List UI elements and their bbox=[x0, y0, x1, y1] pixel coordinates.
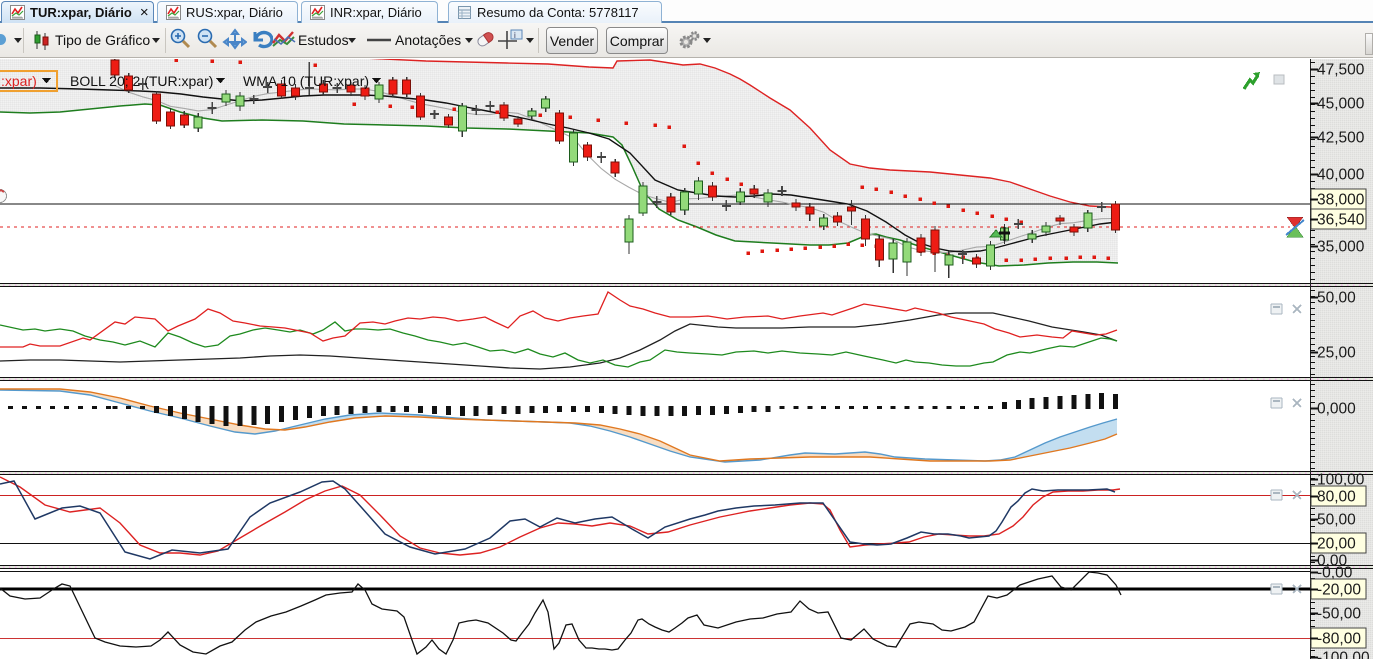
svg-text:-0,00: -0,00 bbox=[1317, 565, 1353, 582]
svg-text:38,000: 38,000 bbox=[1317, 192, 1365, 209]
svg-text:0,000: 0,000 bbox=[1317, 401, 1356, 418]
svg-text:47,500: 47,500 bbox=[1317, 62, 1365, 79]
svg-text:20,00: 20,00 bbox=[1317, 536, 1356, 553]
svg-text:-100,00: -100,00 bbox=[1317, 650, 1370, 659]
svg-text:i: i bbox=[514, 31, 516, 40]
svg-text:WMA 10 (TUR:xpar): WMA 10 (TUR:xpar) bbox=[243, 73, 369, 89]
svg-text:50,00: 50,00 bbox=[1317, 512, 1356, 529]
svg-text:0,00: 0,00 bbox=[1317, 553, 1348, 570]
svg-text:42,500: 42,500 bbox=[1317, 130, 1365, 147]
svg-text:-20,00: -20,00 bbox=[1317, 582, 1361, 599]
svg-text:35,000: 35,000 bbox=[1317, 239, 1365, 256]
svg-text:25,00: 25,00 bbox=[1317, 345, 1356, 362]
svg-text:45,000: 45,000 bbox=[1317, 96, 1365, 113]
svg-text:BOLL 20; 2 (TUR:xpar): BOLL 20; 2 (TUR:xpar) bbox=[70, 73, 213, 89]
svg-text:80,00: 80,00 bbox=[1317, 489, 1356, 506]
svg-text:-50,00: -50,00 bbox=[1317, 606, 1361, 623]
svg-text:50,00: 50,00 bbox=[1317, 290, 1356, 307]
svg-text:36,540: 36,540 bbox=[1317, 212, 1365, 229]
svg-text::xpar): :xpar) bbox=[1, 73, 37, 89]
svg-text:-80,00: -80,00 bbox=[1317, 631, 1361, 648]
svg-text:40,000: 40,000 bbox=[1317, 167, 1365, 184]
svg-text:100,00: 100,00 bbox=[1317, 472, 1365, 489]
